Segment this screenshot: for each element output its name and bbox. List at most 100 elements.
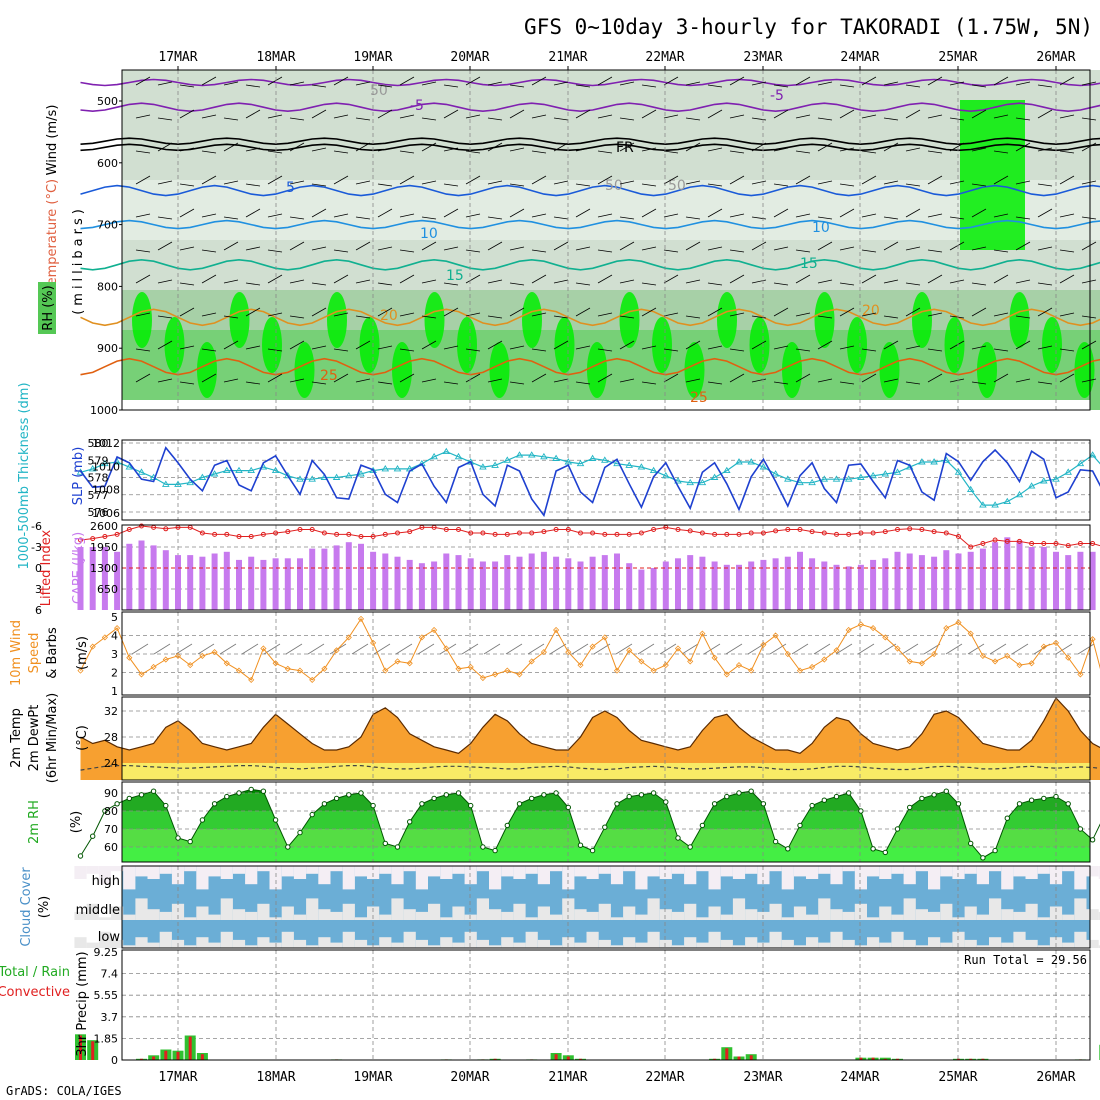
wind-barb xyxy=(157,315,173,319)
wind-speed-point xyxy=(650,667,657,674)
cloud-high-cell xyxy=(1037,866,1050,874)
wind-barb xyxy=(465,373,481,383)
wind-barb xyxy=(531,175,547,185)
wind-barb xyxy=(641,109,657,119)
wind-barb xyxy=(553,180,569,185)
cape-bar xyxy=(1089,551,1096,610)
lifted-index-point xyxy=(834,531,839,537)
cloud-high-cell xyxy=(989,866,1002,872)
thickness-point xyxy=(210,470,219,477)
rh-high-cell xyxy=(912,292,932,348)
rh-point xyxy=(443,792,449,798)
cloud-low-cell xyxy=(781,939,794,948)
precip-tick: 0 xyxy=(111,1054,118,1067)
cape-bar xyxy=(211,553,218,610)
cape-tick: 1300 xyxy=(90,562,118,575)
wind-speed-point xyxy=(796,667,804,674)
cloud-low-cell xyxy=(86,942,99,948)
wind-barb xyxy=(817,241,833,251)
thickness-point xyxy=(345,471,353,479)
wind-barb xyxy=(267,76,283,86)
cape-bar xyxy=(138,540,145,610)
rh-point xyxy=(211,801,218,807)
contour-label: -5 xyxy=(410,98,424,114)
precip-convective-bar xyxy=(969,1058,973,1060)
wind-barb xyxy=(135,175,151,185)
li-tick: -3 xyxy=(31,541,42,554)
thickness-point xyxy=(125,463,134,470)
thickness-point xyxy=(454,452,463,460)
cloud-mid-cell xyxy=(818,898,831,920)
cloud-high-cell xyxy=(147,866,160,879)
wind-barb xyxy=(465,76,481,86)
wind-barb xyxy=(971,345,987,350)
precip-tick: 5.55 xyxy=(94,989,119,1002)
wind-barb xyxy=(531,114,547,119)
wind-barb xyxy=(1059,312,1075,317)
temperature-line xyxy=(80,696,1100,754)
wind-barb xyxy=(641,208,657,218)
wind-barb xyxy=(795,175,811,185)
cloud-low-cell xyxy=(769,931,782,948)
cloud-mid-cell xyxy=(623,906,636,920)
wind-barb xyxy=(949,180,965,185)
thickness-point xyxy=(649,466,658,474)
li-tick: 0 xyxy=(35,562,42,575)
cloud-high-cell xyxy=(342,866,355,890)
thickness-point xyxy=(710,473,719,480)
wind-barb xyxy=(575,307,591,317)
wind-speed-point xyxy=(174,652,182,659)
cape-bar xyxy=(223,551,230,610)
wind-barb xyxy=(157,378,173,383)
cloud-low-cell xyxy=(123,945,136,948)
cape-bar xyxy=(516,556,523,610)
wind-barb xyxy=(751,340,767,350)
wind-barb xyxy=(465,150,481,154)
wind-barb xyxy=(443,147,459,152)
rh-label: 2m RH xyxy=(27,800,42,844)
wind-barb xyxy=(949,142,965,152)
wind-speed-point xyxy=(626,647,633,654)
cloud-high-cell xyxy=(159,866,172,874)
lifted-index-point xyxy=(102,534,108,539)
cloud-low-cell xyxy=(428,945,441,948)
wind-barb xyxy=(245,307,261,317)
wind-barb xyxy=(179,84,195,88)
thickness-line xyxy=(80,450,1100,506)
lifted-index-point xyxy=(1017,538,1022,544)
lifted-index-point xyxy=(309,527,315,532)
precip-tick: 7.4 xyxy=(101,968,119,981)
wind-barb-10m xyxy=(945,643,963,655)
wind-barb xyxy=(751,142,767,152)
cape-bar xyxy=(101,547,108,610)
wind-barb xyxy=(817,340,833,350)
wind-barb xyxy=(553,117,569,121)
wind-speed-point xyxy=(370,639,377,646)
wind-barb-10m xyxy=(967,643,985,655)
wind-speed-point xyxy=(199,652,206,659)
pressure-tick: 500 xyxy=(97,95,118,108)
cape-bar xyxy=(845,566,852,610)
wind-barb-10m xyxy=(1011,643,1029,655)
wind-barb xyxy=(267,312,283,317)
wind-barb xyxy=(157,117,173,121)
rh-high-cell xyxy=(587,342,607,398)
cloud-mid-cell xyxy=(964,906,977,920)
wind-barb xyxy=(377,381,393,385)
rh-high-cell xyxy=(1009,292,1030,348)
wind-speed-point xyxy=(528,658,535,665)
cloud-high-cell xyxy=(452,866,465,874)
wind-barb xyxy=(1037,109,1053,119)
rh-shade xyxy=(122,180,1100,240)
wind-barb xyxy=(729,213,745,218)
cloud-high-cell xyxy=(196,866,209,890)
thickness-point xyxy=(442,447,451,455)
contour-label: 50 xyxy=(370,83,388,99)
wind-barb xyxy=(179,183,195,187)
wind-barb xyxy=(377,282,393,286)
cloud-mid-cell xyxy=(647,898,660,920)
temperature-contour xyxy=(80,219,1100,230)
cloud-mid-cell xyxy=(245,911,258,920)
thickness-point xyxy=(1027,482,1036,489)
wind-barb xyxy=(817,117,833,121)
